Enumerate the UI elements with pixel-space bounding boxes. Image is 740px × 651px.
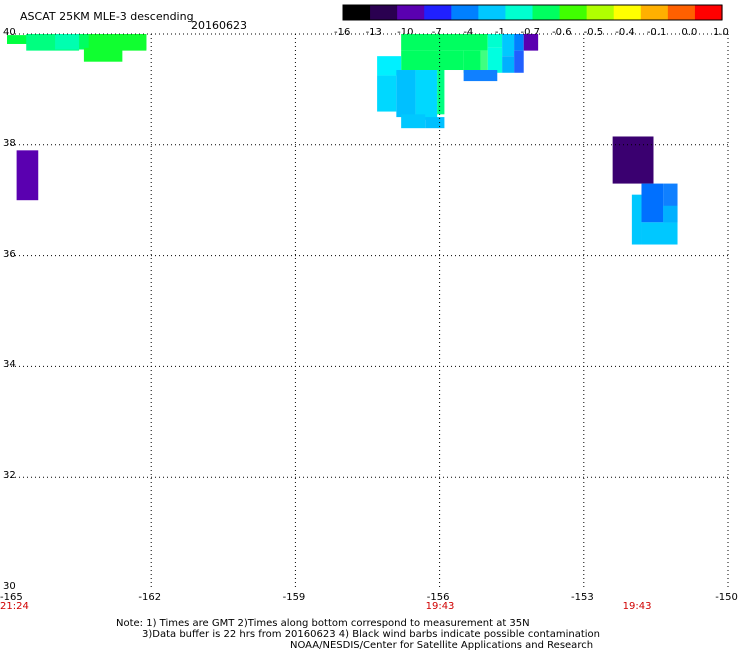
data-cell: [480, 50, 488, 73]
data-cell: [83, 47, 123, 62]
latitude-label: 32: [3, 470, 16, 482]
data-cell: [502, 56, 515, 73]
colorbar-label: -0.7: [520, 27, 541, 38]
longitude-label: -165: [0, 592, 23, 603]
data-cell: [88, 34, 147, 51]
colorbar-label: -1: [494, 27, 505, 38]
colorbar-label: 1.0: [713, 27, 729, 38]
longitude-label: -153: [571, 592, 594, 603]
data-cell: [641, 222, 678, 245]
colorbar-label: -0.6: [552, 27, 572, 38]
colorbar-swatch: [694, 5, 723, 20]
colorbar-label: 0.0: [681, 27, 698, 38]
colorbar-label: -7: [431, 27, 442, 38]
data-cell: [16, 150, 39, 201]
product-date: 20160623: [191, 19, 247, 32]
colorbar-swatch: [424, 5, 452, 20]
colorbar-swatch: [370, 5, 398, 20]
data-cell: [463, 50, 481, 73]
data-cell: [612, 136, 654, 184]
data-cell: [523, 34, 539, 51]
data-cell: [401, 114, 426, 129]
data-cell: [401, 50, 464, 71]
colorbar-swatch: [667, 5, 696, 20]
longitude-label: -156: [426, 592, 450, 603]
colorbar-swatch: [505, 5, 534, 20]
note-line-1: Note: 1) Times are GMT 2)Times along bot…: [116, 618, 530, 629]
data-cell: [463, 70, 498, 82]
colorbar-swatch: [640, 5, 669, 20]
data-cell: [487, 34, 503, 48]
note-line-2: 3)Data buffer is 22 hrs from 20160623 4)…: [142, 629, 600, 640]
latitude-label: 40: [3, 27, 16, 38]
colorbar-label: -13: [365, 27, 382, 38]
latitude-label: 30: [3, 581, 16, 592]
latitude-label: 36: [3, 248, 16, 260]
colorbar-swatch: [397, 5, 425, 20]
time-label: 21:24: [0, 601, 29, 612]
latitude-label: 34: [3, 359, 16, 371]
data-cell: [514, 34, 524, 51]
data-cell: [663, 205, 678, 223]
note-line-3: NOAA/NESDIS/Center for Satellite Applica…: [290, 640, 594, 651]
data-cell: [502, 34, 515, 57]
colorbar-label: -10: [397, 27, 414, 38]
data-cell: [487, 47, 503, 73]
data-cell: [377, 56, 402, 76]
data-cell: [55, 34, 80, 50]
colorbar-swatch: [586, 5, 615, 20]
data-cell: [514, 50, 524, 73]
data-cell: [631, 194, 642, 245]
time-label: 19:43: [622, 601, 652, 612]
longitude-label: -150: [715, 592, 738, 603]
colorbar-swatch: [559, 5, 588, 20]
colorbar-swatch: [478, 5, 507, 20]
data-cell: [401, 34, 488, 51]
colorbar-label: -0.4: [615, 27, 635, 38]
longitude-label: -159: [282, 592, 306, 603]
colorbar-label: -0.5: [583, 27, 604, 38]
data-cell: [415, 70, 438, 120]
colorbar-swatch: [613, 5, 642, 20]
data-cell: [425, 117, 445, 129]
time-label: 19:43: [425, 601, 455, 612]
data-cell: [437, 70, 445, 115]
colorbar-swatch: [451, 5, 479, 20]
colorbar-label: -0.1: [646, 27, 667, 38]
colorbar-label: -16: [334, 27, 351, 38]
data-cell: [377, 75, 397, 112]
data-cell: [641, 183, 664, 223]
longitude-label: -162: [138, 592, 162, 603]
colorbar-label: -4: [463, 27, 474, 38]
colorbar-swatch: [532, 5, 561, 20]
colorbar-swatch: [343, 5, 371, 20]
product-title: ASCAT 25KM MLE-3 descending: [20, 10, 194, 23]
data-cell: [396, 70, 416, 118]
latitude-label: 38: [3, 137, 16, 149]
colorbar: [342, 4, 723, 21]
